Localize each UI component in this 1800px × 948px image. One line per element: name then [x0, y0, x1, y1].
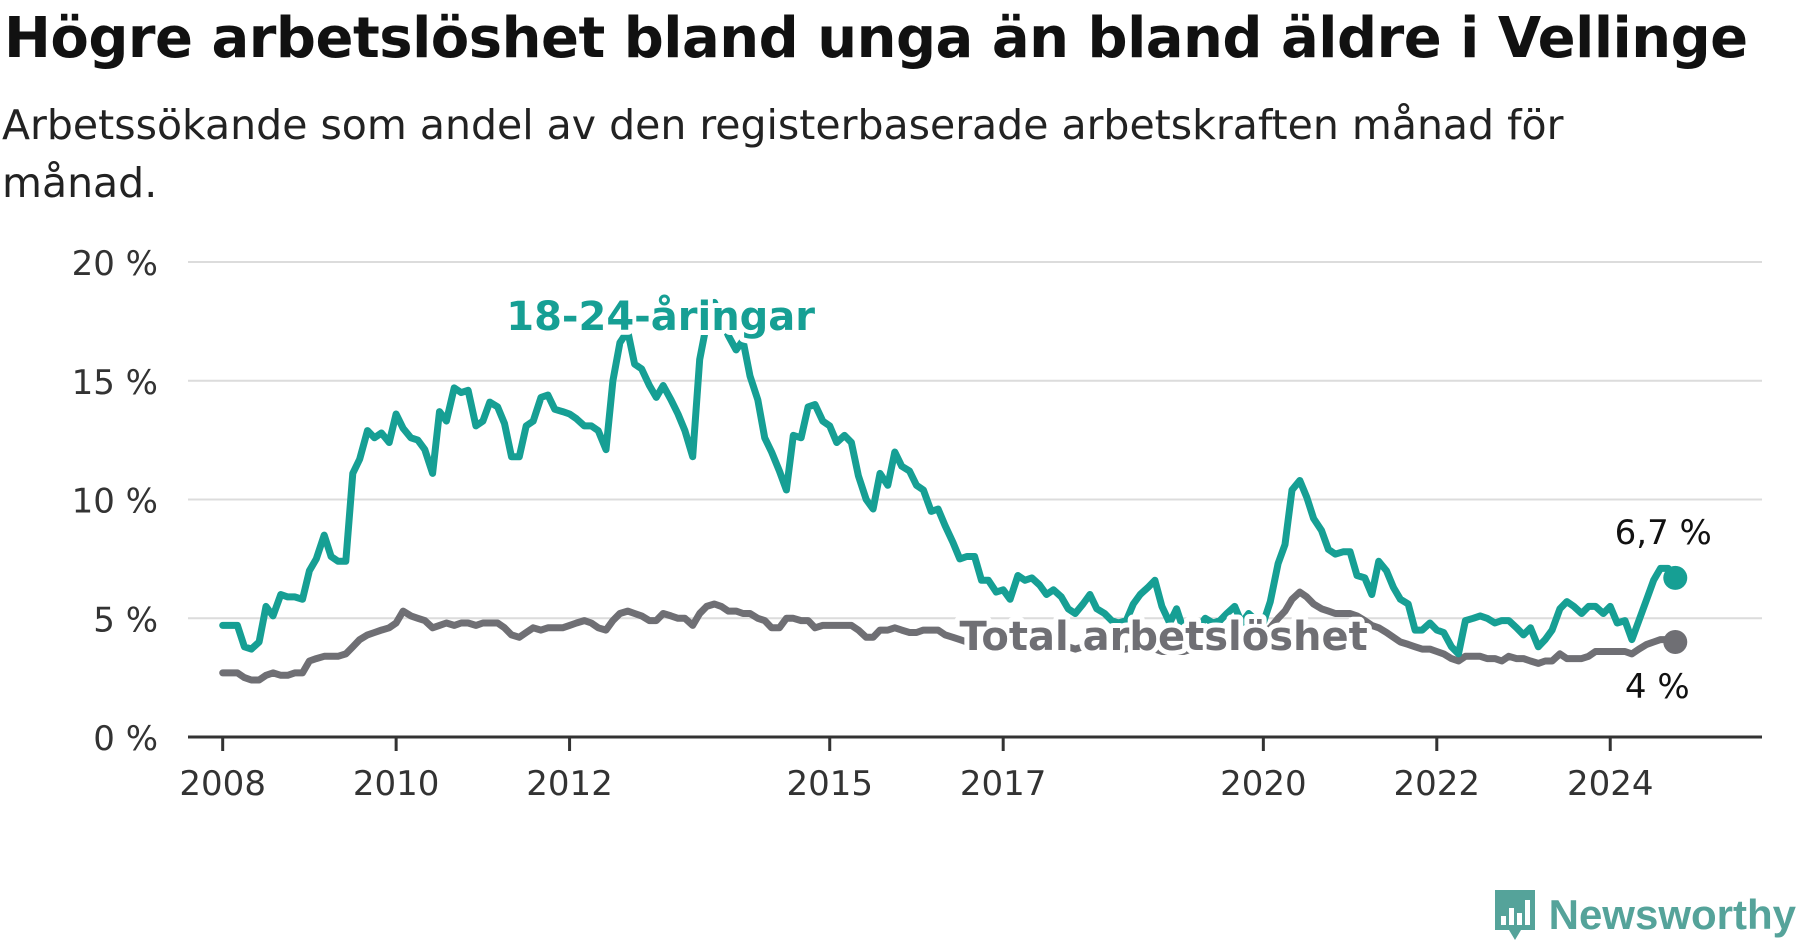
newsworthy-icon [1494, 890, 1535, 940]
end-marker-total [1663, 630, 1688, 654]
x-tick-label: 2010 [353, 764, 440, 804]
brand-logo: Newsworthy [1491, 886, 1796, 944]
y-tick-label: 5 % [93, 600, 158, 640]
axis-layer: 0 % 5 % 10 % 15 % 20 % 2008 2010 2012 2015 2017 20… [72, 244, 1762, 804]
end-value-youth: 6,7 % [1615, 513, 1712, 553]
x-tick-label: 2020 [1220, 764, 1307, 804]
y-tick-label: 20 % [72, 244, 158, 284]
series-label-total: Total arbetslöshet [959, 614, 1367, 660]
series-line-total [219, 588, 1679, 684]
end-value-total: 4 % [1625, 667, 1690, 707]
y-tick-label: 0 % [93, 719, 158, 759]
label-layer: 18-24-åringar Total arbetslöshet 6,7 % 4 % [501, 288, 1715, 710]
chart-subtitle: Arbetssökande som andel av den registerb… [2, 101, 1564, 207]
end-marker-youth [1663, 565, 1688, 590]
x-tick-label: 2008 [179, 764, 266, 804]
series-label-youth: 18-24-åringar [506, 293, 815, 340]
x-tick-label: 2022 [1394, 764, 1481, 804]
x-tick-label: 2012 [526, 764, 613, 804]
x-tick-label: 2017 [960, 764, 1047, 804]
chart-title: Högre arbetslöshet bland unga än bland ä… [4, 6, 1748, 71]
series-layer [219, 298, 1688, 684]
series-line-youth [219, 298, 1679, 658]
x-tick-label: 2024 [1567, 764, 1654, 804]
brand-name: Newsworthy [1548, 891, 1796, 938]
y-tick-label: 10 % [72, 482, 158, 522]
x-tick-label: 2015 [786, 764, 873, 804]
y-tick-label: 15 % [72, 363, 158, 403]
